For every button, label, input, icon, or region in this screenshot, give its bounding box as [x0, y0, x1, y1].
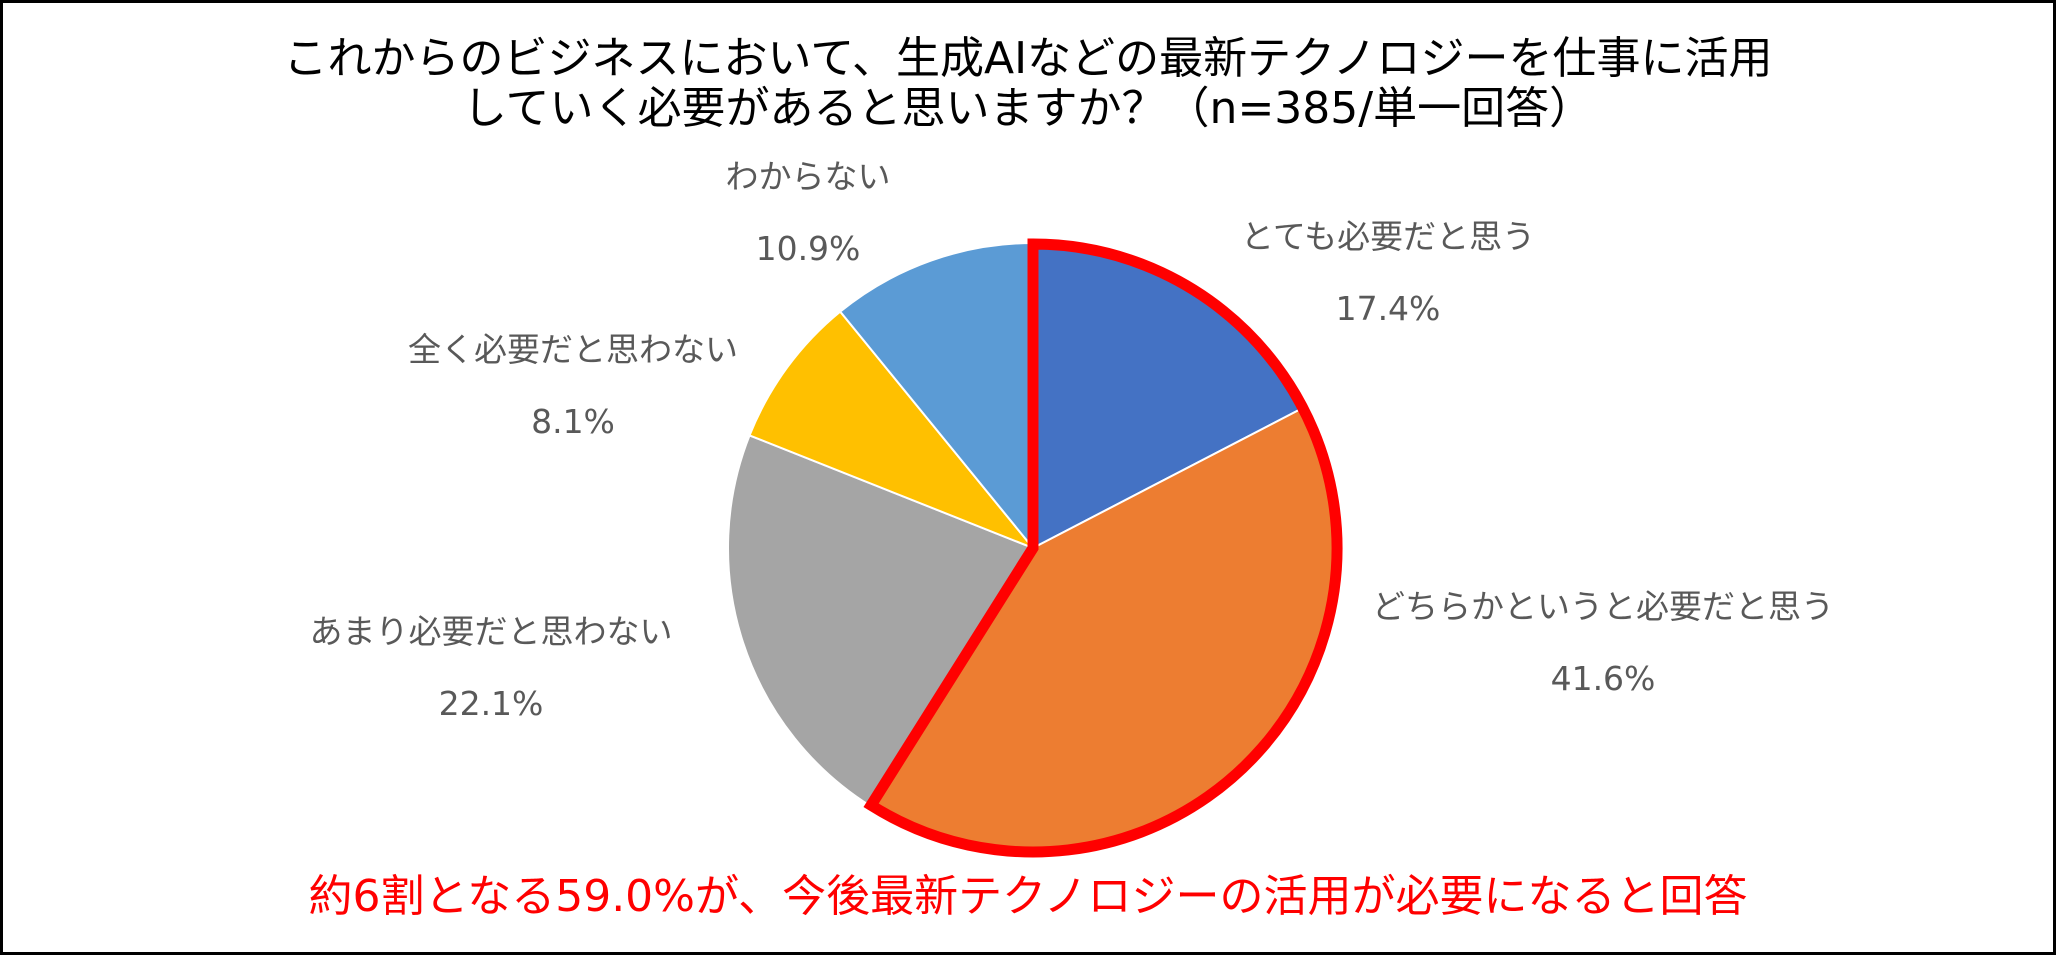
pie-slice-3	[727, 434, 1035, 808]
chart-title-line-2: していく必要があると思いますか？（n=385/単一回答）	[463, 83, 1593, 134]
slice-value-label-2: 41.6%	[1551, 659, 1656, 698]
slice-label-5: わからない	[726, 157, 891, 196]
pie-slice-4	[748, 310, 1037, 551]
slice-label-2: どちらかというと必要だと思う	[1372, 587, 1834, 626]
slice-value-label-3: 22.1%	[439, 684, 544, 723]
annotation-text: 約6割となる59.0%が、今後最新テクノロジーの活用が必要になると回答	[309, 871, 1748, 922]
slice-label-3: あまり必要だと思わない	[310, 612, 673, 651]
slice-value-label-5: 10.9%	[756, 229, 861, 268]
slice-label-4: 全く必要だと思わない	[408, 330, 738, 369]
slice-labels: とても必要だと思う 17.4% どちらかというと必要だと思う 41.6% あまり必要だと…	[310, 157, 1835, 723]
slice-value-label-4: 8.1%	[531, 402, 615, 441]
slice-label-1: とても必要だと思う	[1241, 217, 1535, 256]
slice-value-label-1: 17.4%	[1336, 289, 1441, 328]
pie-slice-5	[838, 241, 1034, 551]
pie-chart: これからのビジネスにおいて、生成AIなどの最新テクノロジーを仕事に活用 していく…	[284, 33, 1835, 922]
highlight-outline	[863, 238, 1343, 858]
pie-slices	[727, 241, 1339, 854]
chart-title-line-1: これからのビジネスにおいて、生成AIなどの最新テクノロジーを仕事に活用	[284, 33, 1773, 84]
